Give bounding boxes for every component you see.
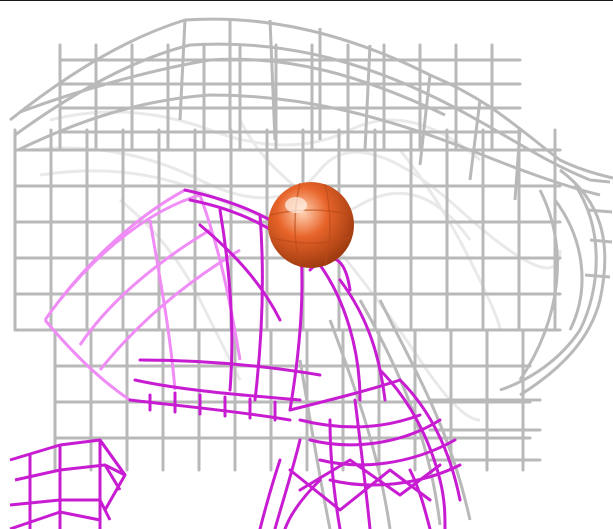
- grey-mesh-tail: [298, 299, 472, 529]
- grey-mesh-far: [29, 110, 562, 422]
- magenta-mesh-far: [43, 188, 242, 402]
- grey-mesh-cap: [9, 17, 613, 201]
- viewport-top-border: [0, 0, 613, 1]
- magenta-mesh-main: [128, 188, 462, 529]
- grey-mesh-right-lobe: [499, 168, 613, 397]
- ion-sphere-icon[interactable]: [268, 182, 354, 268]
- magenta-mesh-lower-left: [9, 438, 127, 529]
